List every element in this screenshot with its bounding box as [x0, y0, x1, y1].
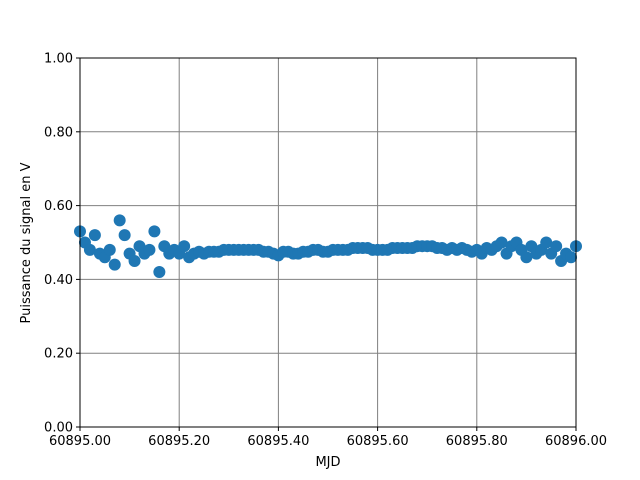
- point: [153, 266, 166, 279]
- y-tick-label: 0.60: [44, 199, 73, 214]
- point: [103, 243, 116, 256]
- x-axis-label: MJD: [315, 455, 340, 470]
- point: [118, 229, 131, 242]
- point: [565, 251, 578, 264]
- point: [148, 225, 161, 238]
- point: [495, 236, 508, 249]
- point: [113, 214, 126, 227]
- y-tick-label: 0.20: [44, 347, 73, 362]
- x-tick-label: 60895.60: [347, 434, 409, 449]
- point: [88, 229, 101, 242]
- y-tick-label: 0.80: [44, 125, 73, 140]
- plot-frame: [79, 57, 577, 428]
- y-axis-label: Puissance du signal en V: [19, 162, 34, 323]
- x-tick-label: 60895.00: [49, 434, 111, 449]
- y-tick-label: 1.00: [44, 52, 73, 67]
- x-tick-label: 60895.20: [148, 434, 210, 449]
- point: [550, 240, 563, 253]
- point: [178, 240, 191, 253]
- point: [108, 258, 121, 271]
- x-tick-label: 60895.40: [247, 434, 309, 449]
- y-tick-label: 0.40: [44, 273, 73, 288]
- point: [540, 236, 553, 249]
- x-tick-label: 60896.00: [545, 434, 607, 449]
- point: [520, 251, 533, 264]
- y-tick-label: 0.00: [44, 421, 73, 436]
- point: [83, 243, 96, 256]
- point: [143, 243, 156, 256]
- point: [128, 254, 141, 267]
- x-tick-label: 60895.80: [446, 434, 508, 449]
